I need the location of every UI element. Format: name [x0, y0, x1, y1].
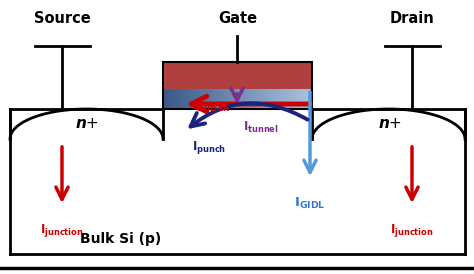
Bar	[223, 89, 227, 109]
Bar	[256, 89, 260, 109]
Text: Gate: Gate	[218, 11, 257, 26]
Bar	[189, 89, 193, 109]
Bar	[260, 89, 264, 109]
Text: Bulk Si (p): Bulk Si (p)	[80, 232, 161, 246]
Bar	[200, 89, 204, 109]
Bar	[171, 89, 175, 109]
Bar	[219, 89, 223, 109]
Text: $\mathbf{I}_{\mathbf{Sub\text{-}th}}$: $\mathbf{I}_{\mathbf{Sub\text{-}th}}$	[192, 98, 230, 113]
Bar	[305, 89, 309, 109]
Bar	[185, 89, 190, 109]
Bar	[211, 89, 216, 109]
Bar	[278, 89, 283, 109]
Text: $\mathbf{I}_{\mathbf{GIDL}}$: $\mathbf{I}_{\mathbf{GIDL}}$	[294, 196, 326, 211]
Bar	[178, 89, 182, 109]
Bar	[267, 89, 272, 109]
Bar	[230, 89, 234, 109]
Bar	[174, 89, 178, 109]
Bar	[271, 89, 275, 109]
Bar	[234, 89, 238, 109]
Bar	[308, 89, 312, 109]
Bar	[286, 89, 290, 109]
Bar	[252, 89, 256, 109]
Bar	[301, 89, 305, 109]
Bar	[226, 89, 230, 109]
Bar	[167, 89, 171, 109]
Bar	[245, 89, 249, 109]
Bar	[204, 89, 208, 109]
Bar	[241, 89, 246, 109]
Text: $\mathbf{I}_{\mathbf{junction}}$: $\mathbf{I}_{\mathbf{junction}}$	[390, 222, 434, 239]
Bar	[290, 89, 294, 109]
Bar	[282, 89, 286, 109]
Text: $\mathbf{I}_{\mathbf{punch}}$: $\mathbf{I}_{\mathbf{punch}}$	[192, 138, 226, 156]
Bar	[264, 89, 268, 109]
Bar	[163, 62, 312, 109]
Bar	[163, 89, 167, 109]
Bar	[249, 89, 253, 109]
Bar	[182, 89, 186, 109]
Text: $\mathbf{I}_{\mathbf{tunnel}}$: $\mathbf{I}_{\mathbf{tunnel}}$	[243, 119, 279, 135]
Bar	[293, 89, 298, 109]
Bar	[297, 89, 301, 109]
Text: $\bfit{n}$+: $\bfit{n}$+	[378, 116, 402, 130]
Bar	[215, 89, 219, 109]
Bar	[193, 89, 197, 109]
Text: Source: Source	[34, 11, 91, 26]
Bar	[275, 89, 279, 109]
Bar	[208, 89, 212, 109]
Text: $\mathbf{I}_{\mathbf{junction}}$: $\mathbf{I}_{\mathbf{junction}}$	[40, 222, 84, 239]
Bar	[237, 89, 242, 109]
Bar	[197, 89, 201, 109]
Text: $\bfit{n}$+: $\bfit{n}$+	[75, 116, 99, 130]
Text: Drain: Drain	[390, 11, 434, 26]
Bar	[163, 62, 312, 89]
Bar	[10, 109, 465, 254]
